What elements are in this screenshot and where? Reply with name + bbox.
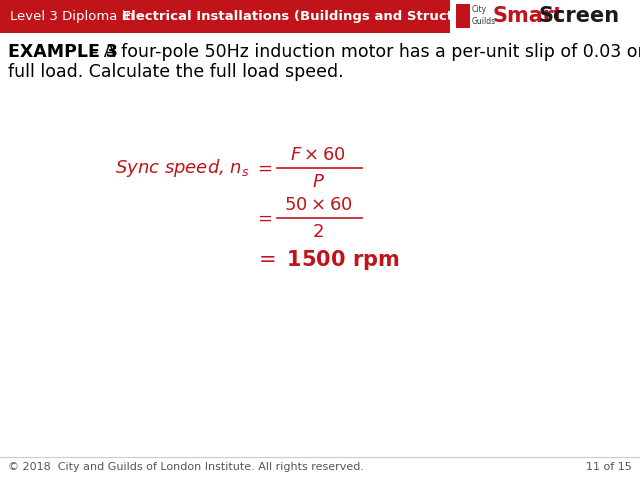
Text: EXAMPLE 3: EXAMPLE 3 bbox=[8, 43, 118, 61]
Text: Smart: Smart bbox=[492, 7, 563, 26]
Text: full load. Calculate the full load speed.: full load. Calculate the full load speed… bbox=[8, 63, 344, 81]
Bar bbox=[456, 4, 470, 28]
Text: City: City bbox=[472, 5, 487, 14]
Text: © 2018  City and Guilds of London Institute. All rights reserved.: © 2018 City and Guilds of London Institu… bbox=[8, 462, 364, 472]
Text: $=$: $=$ bbox=[254, 209, 273, 227]
Bar bbox=[450, 0, 640, 33]
Text: $=$: $=$ bbox=[254, 159, 273, 177]
Text: – A four-pole 50Hz induction motor has a per-unit slip of 0.03 on: – A four-pole 50Hz induction motor has a… bbox=[84, 43, 640, 61]
Text: 11 of 15: 11 of 15 bbox=[586, 462, 632, 472]
Text: $50 \times 60$: $50 \times 60$ bbox=[284, 196, 352, 214]
Text: $=$ $\mathbf{1500}$ rpm: $=$ $\mathbf{1500}$ rpm bbox=[254, 248, 399, 272]
Text: $2$: $2$ bbox=[312, 223, 324, 241]
Text: Sync speed, $n_s$: Sync speed, $n_s$ bbox=[115, 157, 250, 179]
Text: $F \times 60$: $F \times 60$ bbox=[290, 146, 346, 164]
Text: $P$: $P$ bbox=[312, 173, 324, 191]
Text: Level 3 Diploma in: Level 3 Diploma in bbox=[10, 10, 138, 23]
Text: Screen: Screen bbox=[539, 7, 620, 26]
Bar bbox=[0, 0, 640, 33]
Text: Guilds: Guilds bbox=[472, 17, 496, 26]
Text: Electrical Installations (Buildings and Structures): Electrical Installations (Buildings and … bbox=[122, 10, 492, 23]
